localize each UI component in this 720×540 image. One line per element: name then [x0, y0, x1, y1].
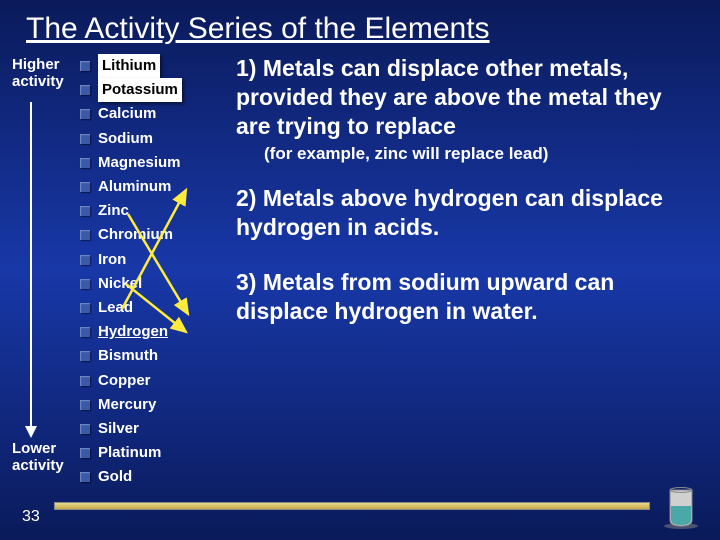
element-name: Magnesium: [98, 154, 181, 171]
element-item: Iron: [80, 248, 182, 272]
element-item: Bismuth: [80, 344, 182, 368]
element-item: Gold: [80, 465, 182, 489]
rule-1-example: (for example, zinc will replace lead): [236, 144, 694, 164]
element-name: Bismuth: [98, 347, 158, 364]
beaker-icon: [662, 486, 700, 530]
element-item: Chromium: [80, 223, 182, 247]
right-column: 1) Metals can displace other metals, pro…: [230, 54, 710, 329]
footer-bar: [54, 502, 650, 510]
element-item: Platinum: [80, 441, 182, 465]
slide-title: The Activity Series of the Elements: [0, 0, 720, 46]
element-item: Nickel: [80, 272, 182, 296]
rule-1: 1) Metals can displace other metals, pro…: [236, 54, 694, 140]
element-item: Magnesium: [80, 151, 182, 175]
element-name: Zinc: [98, 202, 129, 219]
element-name: Calcium: [98, 105, 156, 122]
higher-activity-label: Higher activity: [12, 56, 70, 90]
element-name: Nickel: [98, 275, 142, 292]
element-item: Lead: [80, 296, 182, 320]
element-name: Gold: [98, 468, 132, 485]
element-item: Calcium: [80, 102, 182, 126]
element-name: Silver: [98, 420, 139, 437]
element-name: Lead: [98, 299, 133, 316]
element-item: Potassium: [80, 78, 182, 102]
content-area: Higher activity Lower activity LithiumPo…: [0, 46, 720, 329]
element-item: Mercury: [80, 393, 182, 417]
element-name: Potassium: [98, 78, 182, 102]
element-name: Lithium: [98, 54, 160, 78]
element-item: Silver: [80, 417, 182, 441]
element-item: Copper: [80, 369, 182, 393]
element-item: Aluminum: [80, 175, 182, 199]
page-number: 33: [22, 508, 40, 526]
element-item: Hydrogen: [80, 320, 182, 344]
lower-activity-label: Lower activity: [12, 440, 70, 474]
element-name: Iron: [98, 251, 126, 268]
left-column: Higher activity Lower activity LithiumPo…: [0, 54, 230, 329]
rule-3: 3) Metals from sodium upward can displac…: [236, 268, 694, 326]
element-item: Sodium: [80, 127, 182, 151]
element-item: Zinc: [80, 199, 182, 223]
element-name: Hydrogen: [98, 323, 168, 340]
element-name: Copper: [98, 372, 151, 389]
element-list: LithiumPotassium Calcium Sodium Magnesium Al…: [80, 54, 182, 490]
activity-arrow: [30, 102, 32, 436]
element-name: Chromium: [98, 226, 173, 243]
element-name: Mercury: [98, 396, 156, 413]
rule-2: 2) Metals above hydrogen can displace hy…: [236, 184, 694, 242]
element-name: Sodium: [98, 130, 153, 147]
element-item: Lithium: [80, 54, 182, 78]
element-name: Aluminum: [98, 178, 171, 195]
element-name: Platinum: [98, 444, 161, 461]
